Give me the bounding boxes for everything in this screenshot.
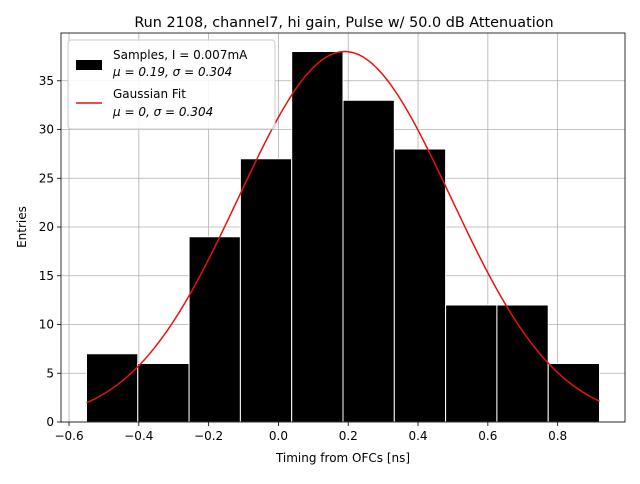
histogram-bar [393, 148, 447, 423]
histogram-bar [188, 236, 241, 423]
legend-fit-line1: Gaussian Fit [113, 87, 186, 101]
legend-fit-line2: μ = 0, σ = 0.304 [112, 105, 213, 119]
gaussian-fit-curve [86, 50, 600, 404]
y-tick-label: 0 [46, 415, 54, 429]
histogram-bar [137, 363, 190, 423]
histogram-bar [239, 158, 293, 423]
x-tick-label: −0.6 [54, 429, 83, 443]
x-tick-label: 0.0 [269, 429, 288, 443]
legend-samples-line1: Samples, I = 0.007mA [113, 48, 248, 62]
histogram-bar [445, 304, 498, 423]
y-tick-label: 30 [39, 123, 54, 137]
x-axis-label: Timing from OFCs [ns] [275, 451, 410, 465]
histogram-bar [291, 51, 344, 423]
legend: Samples, I = 0.007mA μ = 0.19, σ = 0.304… [67, 39, 276, 130]
x-tick-label: 0.8 [548, 429, 567, 443]
legend-samples-swatch [76, 60, 102, 70]
x-tick-label: −0.4 [124, 429, 153, 443]
y-tick-label: 35 [39, 74, 54, 88]
legend-samples-line2: μ = 0.19, σ = 0.304 [112, 65, 232, 79]
legend-box [67, 39, 276, 130]
x-tick-label: −0.2 [194, 429, 223, 443]
x-tick-label: 0.6 [478, 429, 497, 443]
y-tick-label: 20 [39, 220, 54, 234]
histogram-bar [496, 304, 549, 423]
histogram-bars [85, 51, 601, 423]
y-axis-label: Entries [15, 206, 29, 248]
x-tick-label: 0.4 [408, 429, 427, 443]
x-axis: −0.6 −0.4 −0.2 0.0 0.2 0.4 0.6 0.8 [54, 422, 567, 443]
y-tick-label: 10 [39, 318, 54, 332]
y-tick-label: 5 [46, 366, 54, 380]
y-tick-label: 15 [39, 269, 54, 283]
y-axis: 0 5 10 15 20 25 30 35 [39, 74, 61, 429]
y-tick-label: 25 [39, 171, 54, 185]
chart-title: Run 2108, channel7, hi gain, Pulse w/ 50… [134, 15, 553, 31]
plot-frame [60, 32, 626, 423]
x-tick-label: 0.2 [339, 429, 358, 443]
histogram-bar [342, 99, 395, 423]
histogram-bar [547, 363, 601, 423]
